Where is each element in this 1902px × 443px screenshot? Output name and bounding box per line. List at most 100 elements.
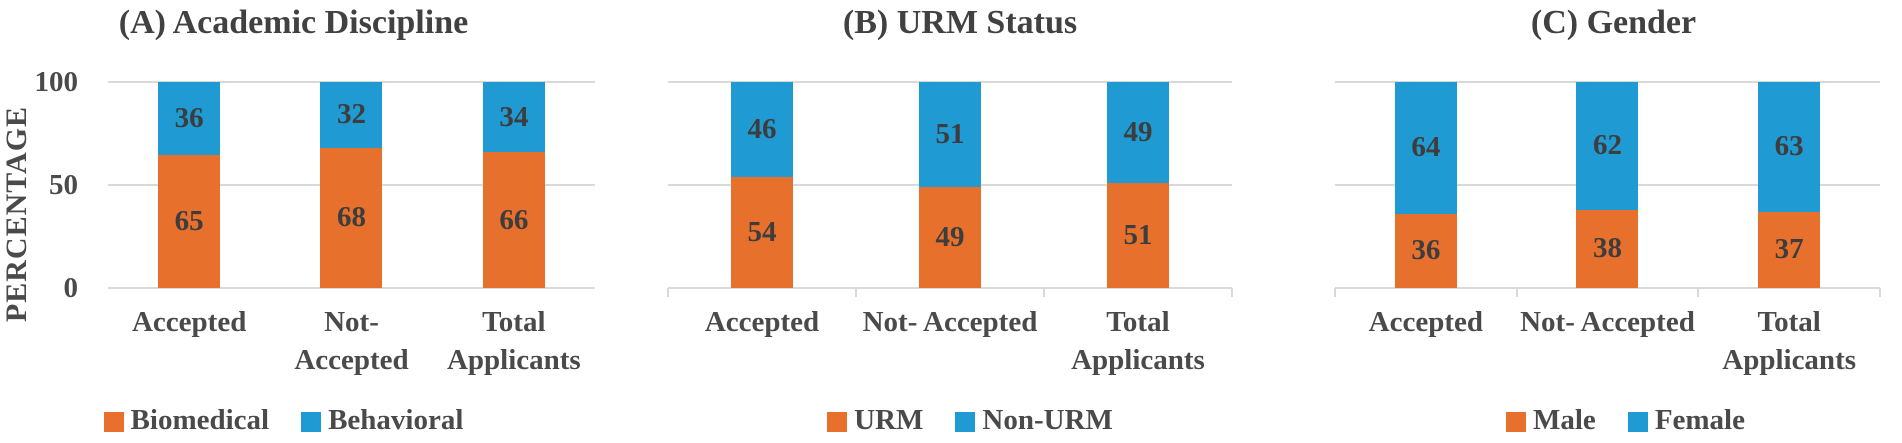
data-label: 62 (1592, 129, 1622, 162)
bar-total-applicants: 63 37 (1758, 82, 1821, 288)
chart-title: (B) URM Status (842, 4, 1078, 41)
category-slot-total-applicants: 63 37 (1698, 82, 1880, 288)
x-category-label-total-applicants: Total Applicants (1722, 306, 1857, 376)
panel-gender: (C) Gender 64 36 62 38 63 37 Accepted Not- Acc… (1255, 0, 1902, 443)
x-category-label-total-applicants: Total Applicants (446, 306, 581, 376)
plot-area: 46 54 51 49 49 51 (667, 81, 1233, 297)
x-category-label-total-applicants: Total Applicants (1071, 306, 1205, 376)
legend-label: Non-URM (982, 404, 1113, 436)
legend-item-behavioral: Behavioral (301, 404, 463, 437)
legend-item-biomedical: Biomedical (103, 404, 270, 437)
x-category-label-not-accepted: Not- Accepted (294, 306, 409, 376)
data-label: 68 (336, 201, 366, 234)
data-label: 34 (499, 100, 529, 133)
category-slot-accepted: 64 36 (1335, 82, 1517, 288)
bar-not-accepted: 62 38 (1576, 82, 1639, 288)
data-label: 54 (747, 215, 777, 248)
segment-urm-total-applicants: 51 (1106, 182, 1169, 288)
legend-label: URM (854, 404, 924, 436)
y-tick-label-50: 50 (49, 169, 78, 201)
legend-item-non-urm: Non-URM (955, 404, 1113, 437)
segment-female-total-applicants: 63 (1758, 82, 1821, 212)
legend-label: Female (1654, 404, 1745, 436)
segment-male-accepted: 36 (1394, 213, 1457, 288)
segment-biomedical-accepted: 65 (158, 155, 221, 288)
legend-item-male: Male (1506, 404, 1596, 437)
x-axis-category-labels: Accepted Not- Accepted Total Applicants (668, 303, 1232, 379)
x-category-label-accepted: Accepted (704, 306, 820, 338)
x-axis-tick (1231, 288, 1233, 297)
legend-label: Behavioral (328, 404, 464, 436)
data-label: 63 (1774, 130, 1804, 163)
data-label: 36 (1411, 234, 1441, 267)
bar-accepted: 46 54 (730, 82, 793, 288)
x-axis-tick (1042, 288, 1045, 297)
category-slot-total-applicants: 34 66 (433, 82, 595, 288)
x-category-label-accepted: Accepted (131, 306, 247, 338)
bar-accepted: 64 36 (1394, 82, 1457, 288)
segment-non-urm-not-accepted: 51 (918, 82, 981, 188)
data-label: 49 (1123, 115, 1153, 148)
legend-swatch-non-urm (955, 411, 976, 432)
segment-urm-not-accepted: 49 (918, 187, 981, 288)
y-tick-label-100: 100 (34, 66, 79, 98)
legend-swatch-male (1506, 411, 1526, 432)
legend-swatch-urm (827, 411, 848, 432)
data-label: 65 (174, 205, 204, 238)
x-axis-tick (667, 288, 669, 297)
x-axis-category-labels: Accepted Not- Accepted Total Applicants (1335, 303, 1880, 379)
y-axis-tick-labels (615, 82, 638, 288)
category-slot-not-accepted: 32 68 (270, 82, 432, 288)
segment-non-urm-total-applicants: 49 (1106, 82, 1169, 183)
legend-label: Male (1533, 404, 1596, 436)
x-axis-tick (1515, 288, 1518, 297)
gridline-0 (1335, 287, 1880, 289)
segment-female-accepted: 64 (1394, 82, 1457, 214)
x-axis-tick (1697, 288, 1700, 297)
data-label: 66 (499, 203, 529, 236)
legend: URM Non-URM (688, 404, 1252, 437)
x-category-label-accepted: Accepted (1368, 306, 1483, 338)
segment-behavioral-not-accepted: 32 (320, 82, 383, 148)
bar-accepted: 36 65 (158, 82, 221, 288)
plot-area: 36 65 32 68 34 66 (108, 81, 595, 289)
legend-swatch-biomedical (103, 411, 124, 432)
data-label: 51 (935, 118, 965, 151)
segment-male-not-accepted: 38 (1576, 209, 1639, 288)
legend-item-female: Female (1627, 404, 1745, 437)
gridline-0 (108, 287, 595, 289)
y-tick-label-0: 0 (63, 272, 79, 304)
data-label: 49 (935, 221, 965, 254)
panel-academic-discipline: (A) Academic Discipline PERCENTAGE 100 50… (0, 0, 615, 443)
segment-behavioral-total-applicants: 34 (482, 82, 545, 153)
data-label: 46 (747, 112, 777, 145)
category-slot-accepted: 36 65 (108, 82, 270, 288)
bar-total-applicants: 49 51 (1106, 82, 1169, 288)
segment-biomedical-total-applicants: 66 (482, 152, 545, 288)
bar-not-accepted: 32 68 (320, 82, 383, 288)
x-axis-category-labels: Accepted Not- Accepted Total Applicants (108, 303, 595, 379)
x-axis-tick (854, 288, 857, 297)
legend-label: Biomedical (130, 404, 270, 436)
bar-not-accepted: 51 49 (918, 82, 981, 288)
plot-area: 64 36 62 38 63 37 (1334, 81, 1881, 297)
panel-urm-status: (B) URM Status 46 54 51 49 49 51 Accepted Not-… (615, 0, 1255, 443)
legend: Biomedical Behavioral (40, 404, 527, 437)
legend: Male Female (1353, 404, 1898, 437)
legend-swatch-female (1627, 411, 1648, 432)
data-label: 51 (1123, 218, 1153, 251)
data-label: 38 (1592, 232, 1622, 265)
legend-swatch-behavioral (301, 411, 322, 432)
segment-biomedical-not-accepted: 68 (320, 147, 383, 288)
category-slot-not-accepted: 62 38 (1517, 82, 1699, 288)
bar-total-applicants: 34 66 (482, 82, 545, 288)
x-axis-tick (1879, 288, 1881, 297)
chart-title: (C) Gender (1530, 4, 1697, 41)
category-slot-accepted: 46 54 (668, 82, 856, 288)
segment-behavioral-accepted: 36 (158, 82, 221, 156)
category-slot-not-accepted: 51 49 (856, 82, 1044, 288)
data-label: 36 (174, 102, 204, 135)
segment-non-urm-accepted: 46 (730, 82, 793, 177)
segment-male-total-applicants: 37 (1758, 211, 1821, 288)
